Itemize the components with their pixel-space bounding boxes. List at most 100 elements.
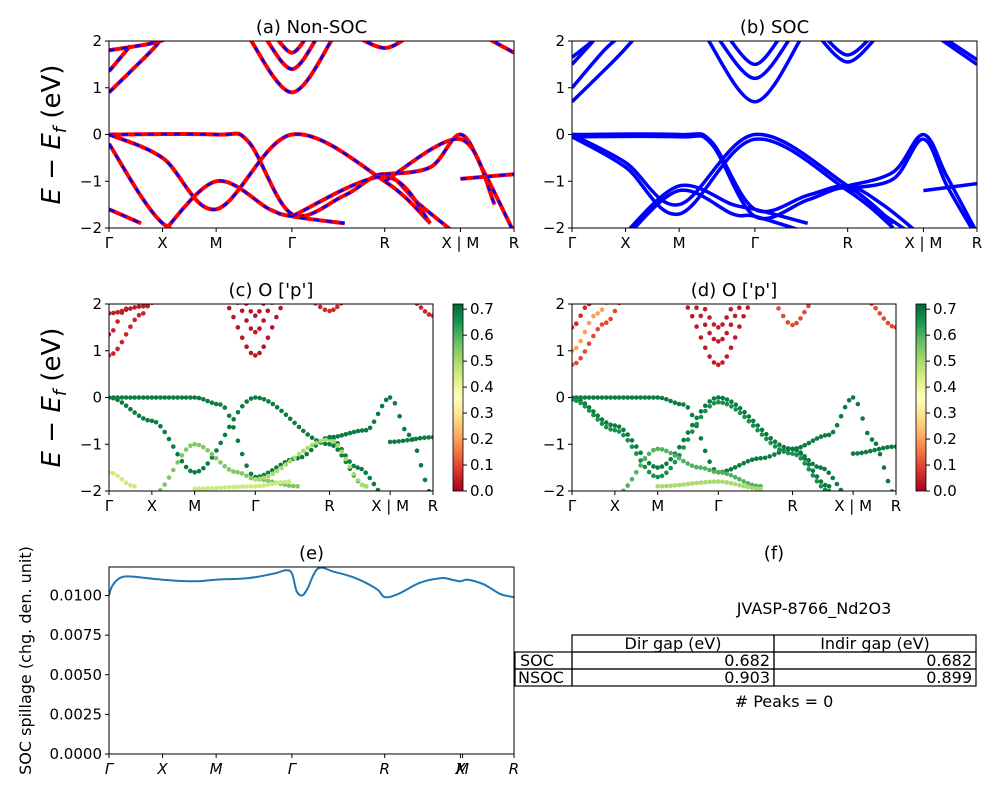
band-point [111,328,116,333]
band-point [109,395,112,400]
band-point [132,410,137,415]
colorbar-tick-label: 0.5 [470,352,494,370]
band-point [724,480,730,485]
band-point [226,413,232,419]
colorbar-tick-label: 0.6 [470,326,494,344]
band-point [794,446,799,451]
band-point [136,312,142,318]
band-point [794,452,799,458]
band-point [123,332,129,337]
band-point [664,461,669,467]
band-point [759,432,765,437]
band-point [196,468,202,474]
band-point [128,306,133,311]
band-point [690,429,695,434]
band-point [248,396,254,401]
band-point [810,299,815,304]
band-point [737,410,743,416]
band-point [689,314,695,319]
band-point [119,308,125,314]
band-line [572,41,618,89]
colorbar-tick-label: 0.1 [470,456,494,474]
band-point [231,469,236,474]
x-tick-label: X | M [442,234,480,252]
band-point [343,456,349,462]
band-point [865,298,870,303]
band-point [733,407,739,412]
band-point [426,435,432,440]
band-point [638,450,643,456]
x-tick-label: Γ [568,234,577,252]
band-point [651,473,656,479]
band-point [780,313,786,319]
y-tick-label: 1 [555,342,565,360]
band-point [741,314,746,319]
band-point [834,422,840,428]
band-point [814,436,820,441]
panel-a: (a) Non-SOC 2 1 0 −1 −2 Γ X M Γ R X | M R E − Ef (… [37,17,519,252]
panel-e-title: (e) [299,543,324,564]
band-point [798,456,803,461]
band-point [881,316,887,321]
band-point [183,464,189,470]
band-point [790,451,795,456]
band-point [806,304,811,309]
band-line [266,41,317,71]
x-tick-label: Γ [714,497,723,515]
band-point [822,487,828,491]
band-point [724,471,730,477]
x-tick-label: R [891,497,901,515]
band-point [239,308,245,314]
band-point [685,461,690,466]
panel-d-colorbar [915,303,927,492]
band-point [257,350,262,356]
table-row-label: NSOC [518,668,564,687]
band-point [868,448,873,454]
band-point [885,320,891,326]
x-tick-label: Γ [288,234,297,252]
band-point [702,322,708,328]
colorbar-tick-label: 0.4 [470,378,494,396]
band-point [604,420,609,425]
band-point [724,330,729,336]
band-point [351,463,356,469]
band-point [166,395,172,400]
band-point [119,395,125,400]
band-line [109,143,173,228]
band-point [314,440,319,446]
band-point [595,311,600,316]
band-point [274,405,280,410]
band-point [822,466,827,472]
band-point [777,447,782,452]
band-point [642,464,648,470]
band-point [732,481,738,487]
band-point [785,446,791,451]
band-point [218,297,223,302]
band-point [746,414,752,419]
band-point [698,409,704,414]
y-tick-label: 0.0050 [50,666,103,684]
x-tick-label: X [147,497,157,515]
band-point [119,477,125,482]
band-point [422,435,427,441]
band-point [616,395,622,400]
band-point [728,473,734,478]
band-point [239,335,245,341]
band-point [322,307,328,313]
y-tick-label: 2 [92,295,102,313]
band-point [814,474,820,479]
band-point [582,395,588,400]
band-point [759,427,765,433]
band-point [707,315,712,320]
band-point [387,395,393,400]
band-point [608,422,613,428]
band-point [729,404,734,409]
band-point [638,463,643,468]
band-point [586,320,592,326]
band-point [776,306,781,311]
band-point [737,405,743,411]
band-point [880,445,886,451]
band-point [810,438,816,444]
band-point [651,464,656,469]
band-point [141,304,146,309]
